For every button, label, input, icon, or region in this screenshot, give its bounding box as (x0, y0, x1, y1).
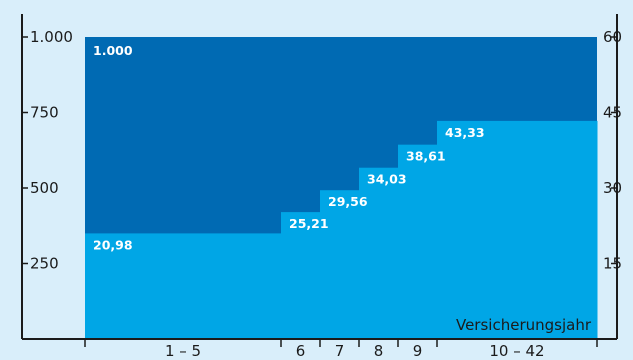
x-axis-label: Versicherungsjahr (456, 316, 592, 334)
value-label-3: 29,56 (328, 194, 368, 209)
axes: 250 500 750 1.000 15 30 45 60 1 – 5 6 7 8 9 10 – 42 (21, 14, 622, 360)
left-tick-label: 750 (30, 104, 59, 122)
right-tick-label: 30 (603, 179, 622, 197)
value-label-1: 20,98 (93, 237, 133, 252)
value-label-2: 25,21 (289, 216, 329, 231)
left-tick-label: 1.000 (30, 28, 73, 46)
right-tick-label: 60 (603, 28, 622, 46)
right-tick-label: 15 (603, 255, 622, 273)
x-tick-label: 7 (335, 342, 345, 360)
x-tick-label: 9 (413, 342, 423, 360)
step-bar-2 (281, 212, 321, 339)
value-label-5: 38,61 (406, 149, 446, 164)
step-bar-3 (320, 190, 360, 339)
value-label-total: 1.000 (93, 43, 133, 58)
value-label-4: 34,03 (367, 172, 407, 187)
step-bar-4 (359, 167, 399, 339)
chart-areas (85, 37, 598, 339)
left-tick-label: 500 (30, 179, 59, 197)
x-tick-label: 10 – 42 (489, 342, 544, 360)
step-bar-6 (437, 120, 598, 339)
x-tick-label: 8 (374, 342, 384, 360)
value-labels: 1.000 20,98 25,21 29,56 34,03 38,61 43,33 (93, 43, 485, 252)
value-label-6: 43,33 (445, 125, 485, 140)
step-bar-5 (398, 144, 438, 339)
x-tick-label: 6 (296, 342, 306, 360)
left-tick-label: 250 (30, 255, 59, 273)
x-tick-label: 1 – 5 (165, 342, 201, 360)
step-bar-1 (85, 233, 282, 339)
right-tick-label: 45 (603, 104, 622, 122)
